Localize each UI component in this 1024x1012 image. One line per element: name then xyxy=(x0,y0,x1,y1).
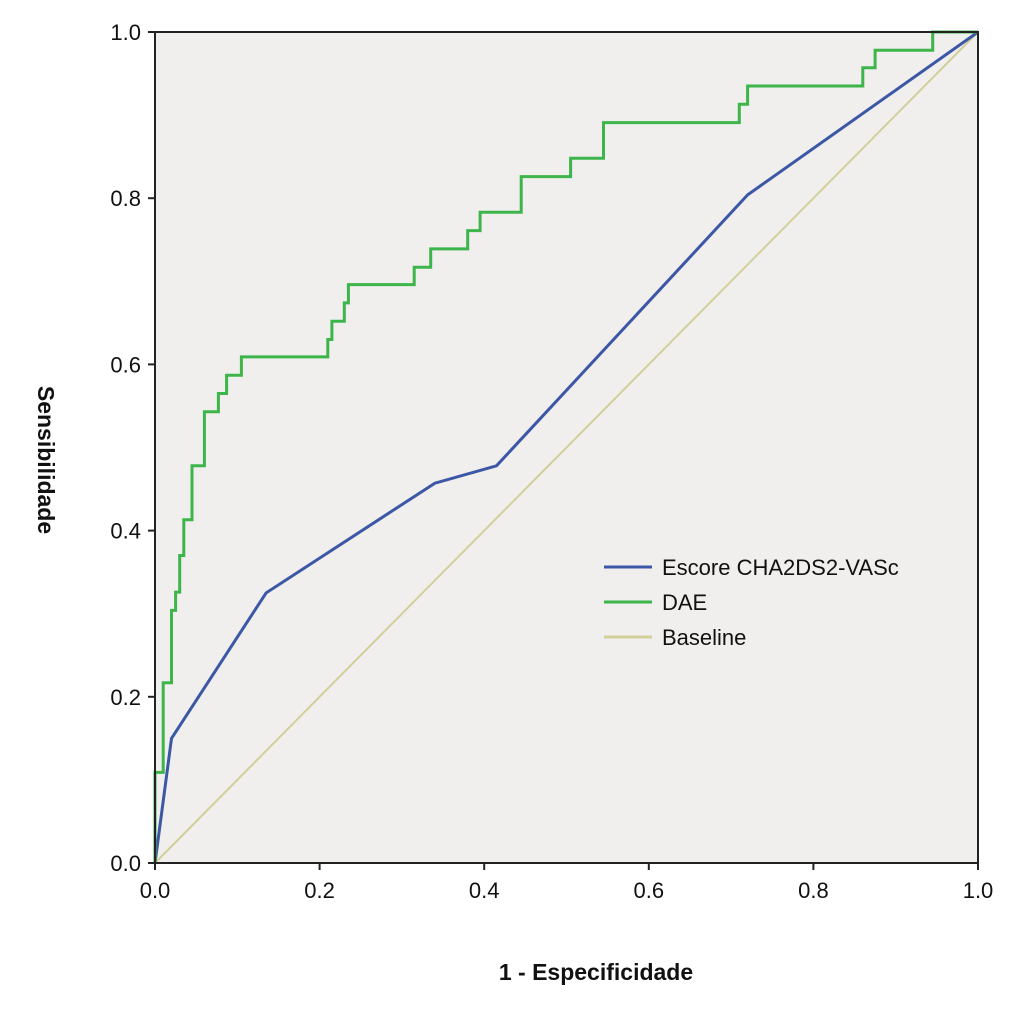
x-tick-label: 0.2 xyxy=(304,878,335,903)
x-axis: 0.0 0.2 0.4 0.6 0.8 1.0 xyxy=(140,863,994,903)
series-line-cha2ds2vasc xyxy=(153,30,979,864)
series-line-dae xyxy=(153,30,978,863)
legend-label-cha2ds2vasc: Escore CHA2DS2-VASc xyxy=(662,555,899,580)
series-layer xyxy=(153,30,979,864)
y-tick-label: 0.0 xyxy=(110,851,141,876)
x-tick-label: 0.6 xyxy=(634,878,665,903)
x-tick-label: 1.0 xyxy=(963,878,994,903)
x-axis-title: 1 - Especificidade xyxy=(499,959,693,985)
x-tick-label: 0.8 xyxy=(798,878,829,903)
baseline-layer xyxy=(154,31,979,864)
y-tick-label: 0.2 xyxy=(110,685,141,710)
y-tick-label: 1.0 xyxy=(110,20,141,45)
y-axis-title: Sensibilidade xyxy=(33,386,59,534)
legend: Escore CHA2DS2-VASc DAE Baseline xyxy=(604,555,899,650)
y-axis: 0.0 0.2 0.4 0.6 0.8 1.0 xyxy=(110,20,155,876)
x-tick-label: 0.0 xyxy=(140,878,171,903)
legend-label-baseline: Baseline xyxy=(662,625,746,650)
y-tick-label: 0.6 xyxy=(110,352,141,377)
plot-frame xyxy=(154,31,979,864)
legend-label-dae: DAE xyxy=(662,590,707,615)
series-line-baseline xyxy=(154,31,979,864)
y-tick-label: 0.8 xyxy=(110,186,141,211)
y-tick-label: 0.4 xyxy=(110,519,141,544)
x-tick-label: 0.4 xyxy=(469,878,500,903)
